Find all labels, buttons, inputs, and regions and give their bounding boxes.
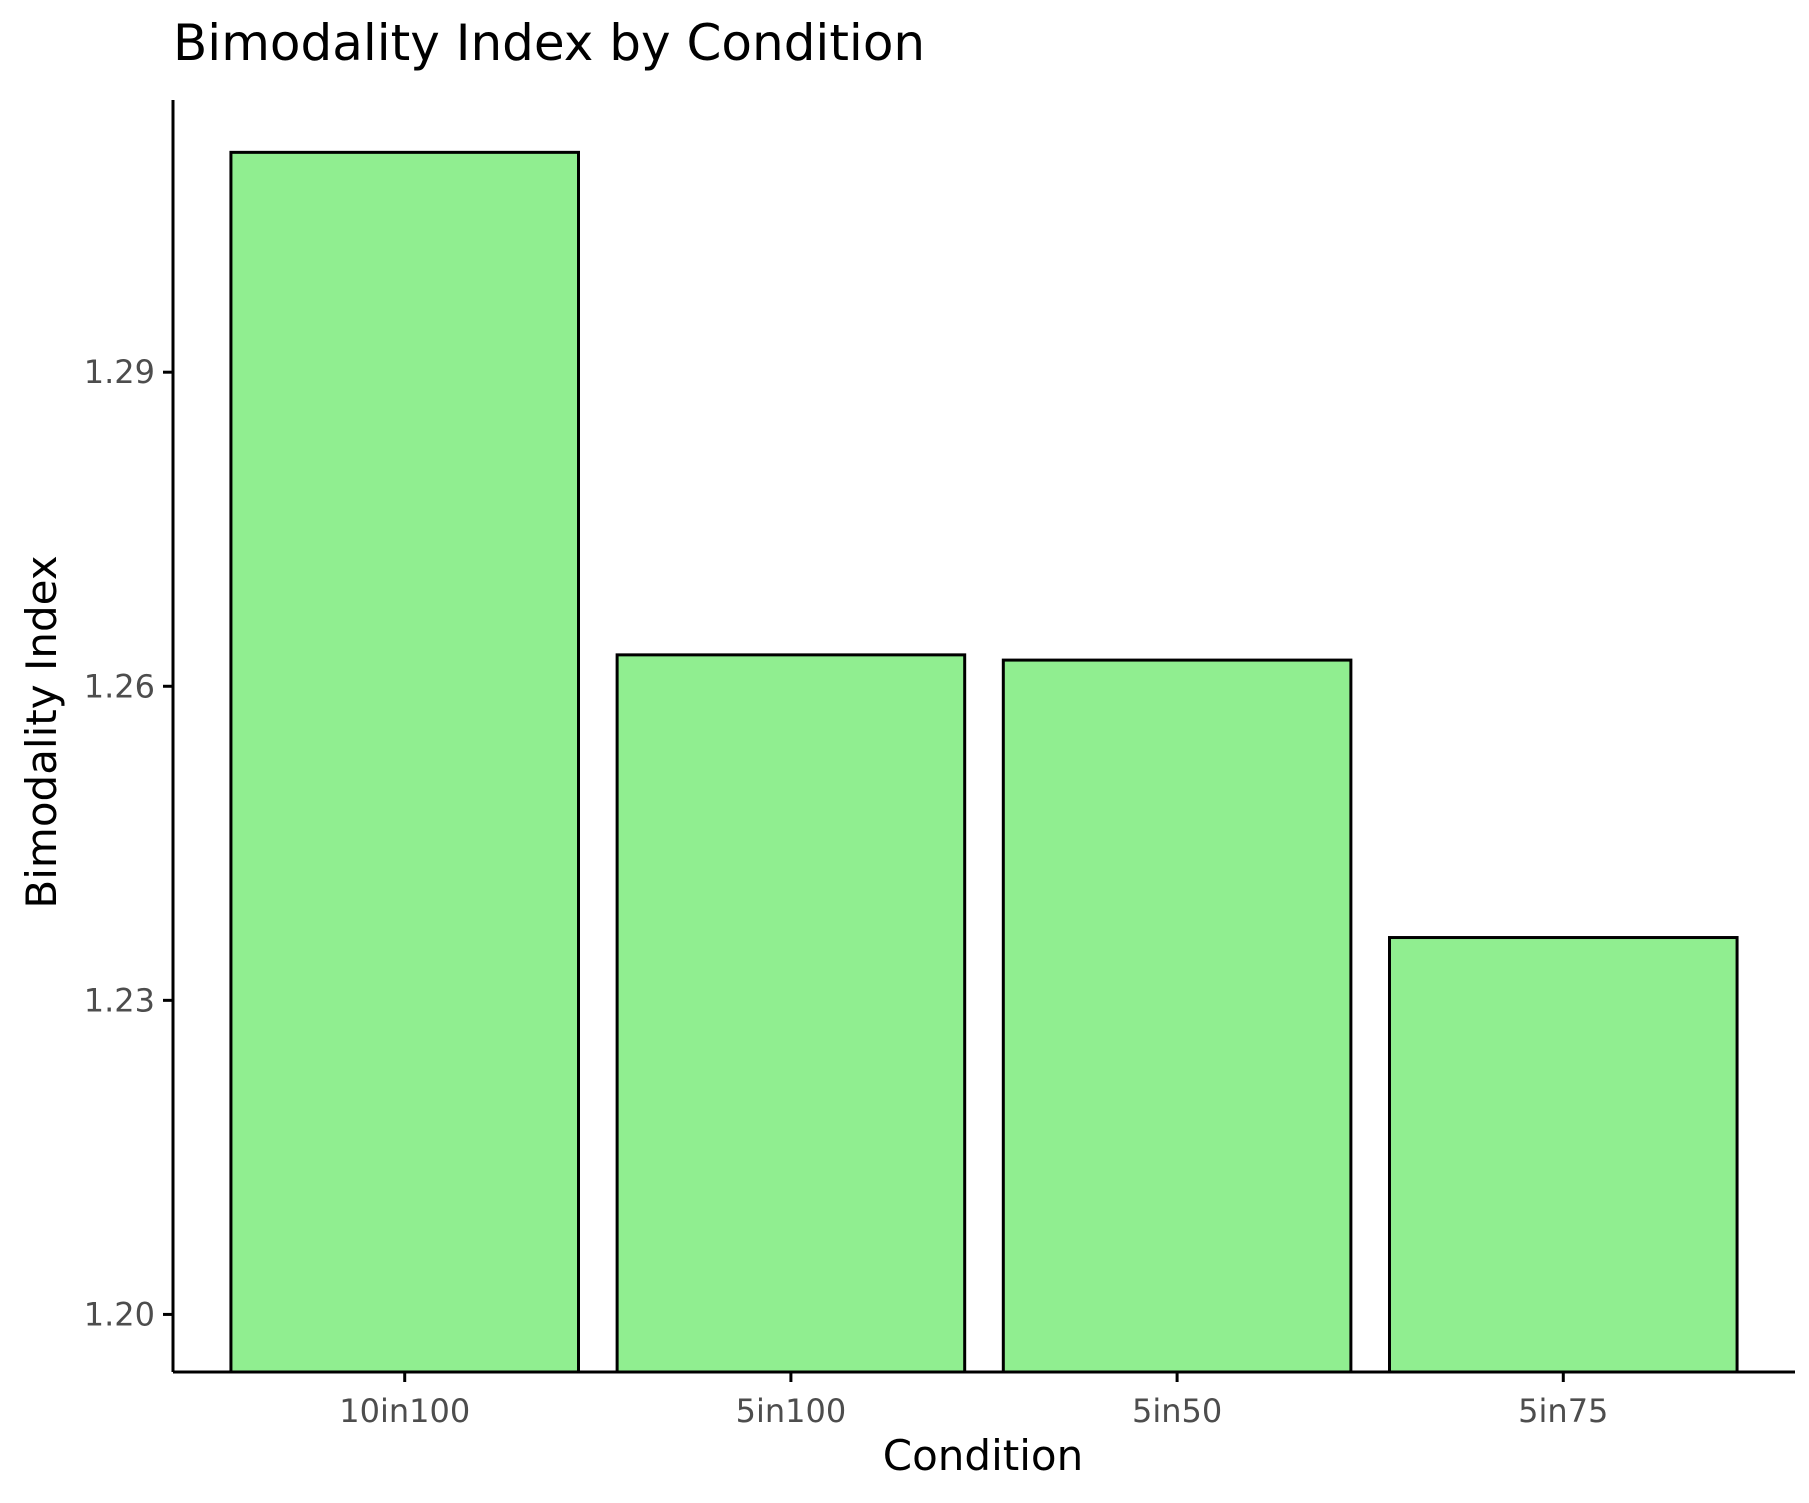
x-tick-label: 5in100 (736, 1392, 847, 1430)
x-tick-label: 5in50 (1132, 1392, 1222, 1430)
y-axis-ticks: 1.20 1.23 1.26 1.29 (84, 353, 173, 1333)
x-axis-title: Condition (883, 1431, 1083, 1480)
bar-5in50 (1001, 658, 1353, 1374)
y-axis-title: Bimodality Index (17, 555, 66, 908)
y-tick-label: 1.29 (84, 353, 155, 391)
y-tick-label: 1.23 (84, 981, 155, 1019)
bar-10in100 (229, 150, 581, 1374)
chart-title: Bimodality Index by Condition (173, 14, 925, 72)
x-tick-label: 10in100 (339, 1392, 470, 1430)
bar-5in100 (615, 653, 967, 1374)
y-tick-label: 1.20 (84, 1295, 155, 1333)
x-axis-ticks: 10in100 5in100 5in50 5in75 (339, 1372, 1608, 1430)
bar-5in75 (1388, 936, 1739, 1374)
y-tick-label: 1.26 (84, 667, 155, 705)
x-tick-label: 5in75 (1518, 1392, 1608, 1430)
bars-group (229, 150, 1739, 1374)
